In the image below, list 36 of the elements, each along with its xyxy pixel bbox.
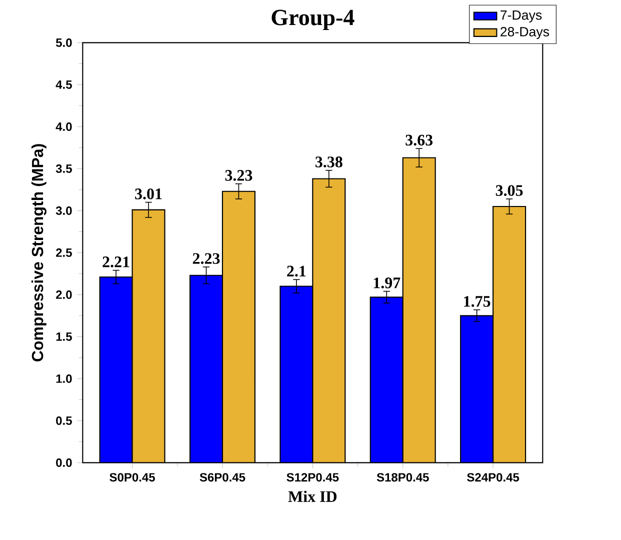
- x-tick-label: S12P0.45: [286, 473, 339, 482]
- x-tick-label: S24P0.45: [467, 473, 520, 482]
- legend-label: 28-Days: [500, 26, 550, 40]
- data-label: 3.23: [225, 170, 252, 181]
- y-tick-label: 1.0: [56, 374, 72, 383]
- data-label: 3.01: [135, 188, 162, 200]
- x-tick-label: S6P0.45: [200, 473, 246, 482]
- y-tick-label: 4.5: [56, 80, 72, 89]
- y-axis-title: Compressive Strength (MPa): [31, 144, 46, 362]
- x-axis-title: Mix ID: [288, 490, 337, 502]
- data-label: 1.75: [464, 296, 490, 307]
- x-tick-label: S18P0.45: [376, 473, 429, 482]
- data-label: 3.05: [496, 185, 523, 196]
- bar: [492, 206, 526, 463]
- bar: [222, 190, 256, 463]
- chart-title: Group-4: [272, 10, 354, 30]
- y-tick-label: 4.0: [56, 122, 72, 131]
- bar: [312, 178, 346, 463]
- x-tick-label: S0P0.45: [110, 473, 155, 482]
- data-label: 2.21: [102, 256, 130, 268]
- y-tick-label: 3.5: [56, 164, 72, 173]
- y-tick-label: 0.0: [56, 458, 72, 467]
- y-tick-label: 2.5: [56, 248, 72, 257]
- bar: [132, 209, 166, 463]
- data-label: 2.23: [192, 253, 220, 264]
- legend-label: 7-Days: [500, 10, 542, 22]
- data-label: 3.38: [316, 156, 342, 168]
- y-tick-label: 2.0: [56, 290, 72, 299]
- data-label: 3.63: [406, 134, 433, 146]
- bar: [402, 157, 436, 463]
- y-tick-label: 5.0: [56, 38, 72, 47]
- y-tick-label: 1.5: [56, 332, 72, 341]
- data-label: 2.1: [287, 266, 306, 277]
- y-tick-label: 3.0: [56, 206, 72, 215]
- data-label: 1.97: [374, 278, 400, 288]
- y-tick-label: 0.5: [56, 416, 72, 425]
